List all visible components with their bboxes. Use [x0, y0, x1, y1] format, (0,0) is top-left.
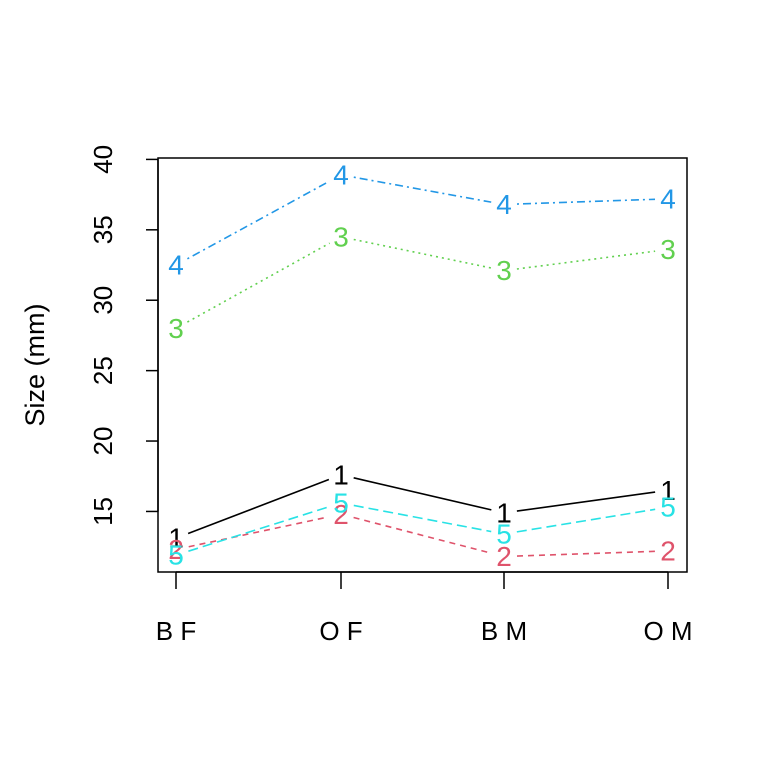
- y-tick-label: 15: [88, 497, 118, 526]
- series-1: 1 1 1 1: [168, 459, 676, 553]
- series-segment: [353, 516, 492, 555]
- series-2: 2 2 2 2: [168, 499, 676, 572]
- series-segment: [516, 550, 656, 557]
- y-axis: 15 20 25 30 35 40: [88, 145, 159, 526]
- data-point-marker: 3: [333, 221, 349, 252]
- data-point-marker: 1: [660, 475, 676, 506]
- series-segment: [353, 477, 492, 511]
- series-segment: [516, 250, 656, 270]
- data-point-marker: 4: [168, 250, 184, 281]
- data-point-marker: 4: [660, 183, 676, 214]
- data-point-marker: 3: [168, 313, 184, 344]
- series-segment: [516, 508, 656, 533]
- data-point-marker: 1: [168, 523, 184, 554]
- x-tick-label: B F: [156, 616, 196, 646]
- series-segment: [353, 504, 492, 533]
- data-point-marker: 4: [333, 159, 349, 190]
- series-segment: [516, 198, 656, 205]
- data-point-marker: 5: [333, 488, 349, 519]
- data-point-marker: 5: [496, 518, 512, 549]
- x-tick-label: O F: [319, 616, 362, 646]
- data-point-marker: 3: [496, 255, 512, 286]
- series-3: 3 3 3 3: [168, 221, 676, 344]
- plot-frame: [157, 157, 688, 573]
- data-point-marker: 1: [333, 459, 349, 490]
- series-segment: [516, 491, 656, 512]
- data-point-marker: 5: [660, 492, 676, 523]
- series-4: 4 4 4 4: [168, 159, 676, 280]
- series-segment: [353, 176, 492, 203]
- series-5: 5 5 5 5: [168, 488, 676, 571]
- data-point-marker: 2: [660, 535, 676, 566]
- series-segment: [188, 516, 329, 548]
- x-tick-label: O M: [643, 616, 692, 646]
- y-tick-label: 35: [88, 215, 118, 244]
- series-segment: [353, 238, 492, 269]
- y-tick-label: 20: [88, 427, 118, 456]
- data-point-marker: 5: [168, 540, 184, 571]
- series-segment: [188, 506, 329, 552]
- series-segment: [187, 478, 330, 535]
- y-tick-label: 30: [88, 286, 118, 315]
- series-segment: [187, 180, 330, 260]
- data-point-marker: 1: [496, 497, 512, 528]
- x-tick-label: B M: [481, 616, 527, 646]
- data-point-marker: 2: [168, 534, 184, 565]
- y-axis-title: Size (mm): [20, 304, 50, 427]
- y-tick-label: 25: [88, 356, 118, 385]
- data-point-marker: 4: [496, 189, 512, 220]
- data-point-marker: 3: [660, 234, 676, 265]
- data-point-marker: 2: [333, 499, 349, 530]
- data-point-marker: 2: [496, 541, 512, 572]
- y-tick-label: 40: [88, 145, 118, 174]
- series-segment: [186, 242, 331, 323]
